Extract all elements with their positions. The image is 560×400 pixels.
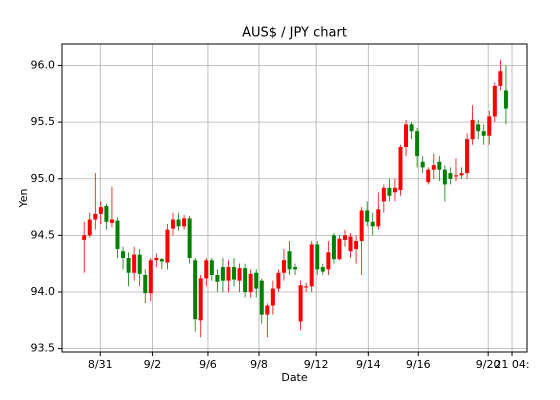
candle-body xyxy=(420,161,425,168)
y-tick-label: 95.0 xyxy=(31,172,56,185)
candle-body xyxy=(220,267,225,281)
candle-body xyxy=(476,124,481,132)
y-tick-label: 93.5 xyxy=(31,342,56,355)
chart-title: AUS$ / JPY chart xyxy=(242,26,347,41)
candle-body xyxy=(298,285,303,322)
candle-body xyxy=(182,218,187,227)
candle-body xyxy=(93,213,98,220)
candle-body xyxy=(370,221,375,227)
x-tick-label: 8/31 xyxy=(88,358,113,371)
candle-body xyxy=(309,244,314,287)
candle-body xyxy=(226,267,231,281)
candle-body xyxy=(237,268,242,281)
candle-body xyxy=(276,272,281,289)
candle-body xyxy=(154,258,159,261)
candle-body xyxy=(159,259,164,262)
candle-body xyxy=(348,236,353,252)
candle-body xyxy=(342,235,347,240)
candle-body xyxy=(404,124,409,148)
candle-body xyxy=(176,219,181,227)
candle-body xyxy=(481,131,486,136)
candle-body xyxy=(143,275,148,294)
candle-body xyxy=(492,85,497,117)
y-tick-label: 95.5 xyxy=(31,115,56,128)
y-tick-label: 96.0 xyxy=(31,59,56,72)
candle-body xyxy=(148,260,153,294)
y-axis-label: Yen xyxy=(17,188,30,208)
x-tick-label: 9/12 xyxy=(304,358,329,371)
candle-body xyxy=(293,267,298,270)
candle-body xyxy=(431,165,436,170)
candle-body xyxy=(265,305,270,315)
candle-body xyxy=(232,267,237,280)
candle-body xyxy=(187,218,192,259)
x-tick-label: 9/14 xyxy=(356,358,381,371)
candle-body xyxy=(109,219,114,223)
candle-body xyxy=(304,286,309,288)
x-tick-label: 9/2 xyxy=(144,358,162,371)
candle-body xyxy=(281,260,286,273)
candle-body xyxy=(415,131,420,157)
candle-body xyxy=(465,139,470,174)
x-tick-label: 9/8 xyxy=(250,358,268,371)
candle-body xyxy=(287,251,292,270)
candle-body xyxy=(498,71,503,86)
candle-body xyxy=(487,116,492,136)
candle-body xyxy=(387,187,392,196)
candle-body xyxy=(459,173,464,176)
x-axis-label: Date xyxy=(281,371,308,384)
y-tick-label: 94.0 xyxy=(31,285,56,298)
candle-body xyxy=(437,161,442,170)
x-tick-label: 21 04: xyxy=(494,358,529,371)
candle-body xyxy=(354,241,359,249)
candle-body xyxy=(270,288,275,306)
candle-body xyxy=(376,209,381,227)
candle-body xyxy=(204,260,209,279)
plot-frame xyxy=(61,43,528,353)
candle-body xyxy=(104,205,109,222)
candle-body xyxy=(409,124,414,132)
candle-body xyxy=(381,187,386,202)
candle-body xyxy=(243,268,248,292)
candle-body xyxy=(254,272,259,289)
candle-body xyxy=(170,219,175,229)
candle-body xyxy=(137,254,142,274)
x-tick-label: 9/16 xyxy=(406,358,431,371)
candle-body xyxy=(426,169,431,183)
candle-body xyxy=(209,260,214,275)
candle-body xyxy=(320,267,325,272)
candle-body xyxy=(82,235,87,240)
candle-body xyxy=(365,210,370,222)
candle-body xyxy=(453,175,458,177)
y-tick-label: 94.5 xyxy=(31,228,56,241)
x-tick-label: 9/20 xyxy=(476,358,501,371)
candle-body xyxy=(115,220,120,249)
candle-body xyxy=(448,173,453,179)
candle-body xyxy=(132,254,137,273)
candle-body xyxy=(392,187,397,193)
candle-body xyxy=(398,147,403,191)
candle-body xyxy=(503,90,508,109)
candle-body xyxy=(259,280,264,315)
candle-body xyxy=(337,238,342,260)
candle-body xyxy=(87,219,92,236)
candle-body xyxy=(98,207,103,214)
candle-body xyxy=(359,210,364,242)
candle-body xyxy=(215,275,220,282)
candle-body xyxy=(470,119,475,140)
candle-body xyxy=(121,251,126,259)
candle-body xyxy=(326,252,331,270)
candle-body xyxy=(248,273,253,292)
candle-body xyxy=(126,258,131,273)
candle-body xyxy=(198,278,203,321)
candle-body xyxy=(442,169,447,185)
candle-body xyxy=(193,260,198,320)
candle-body xyxy=(165,229,170,263)
candle-body xyxy=(315,244,320,270)
x-tick-label: 9/6 xyxy=(199,358,217,371)
candle-body xyxy=(331,235,336,260)
